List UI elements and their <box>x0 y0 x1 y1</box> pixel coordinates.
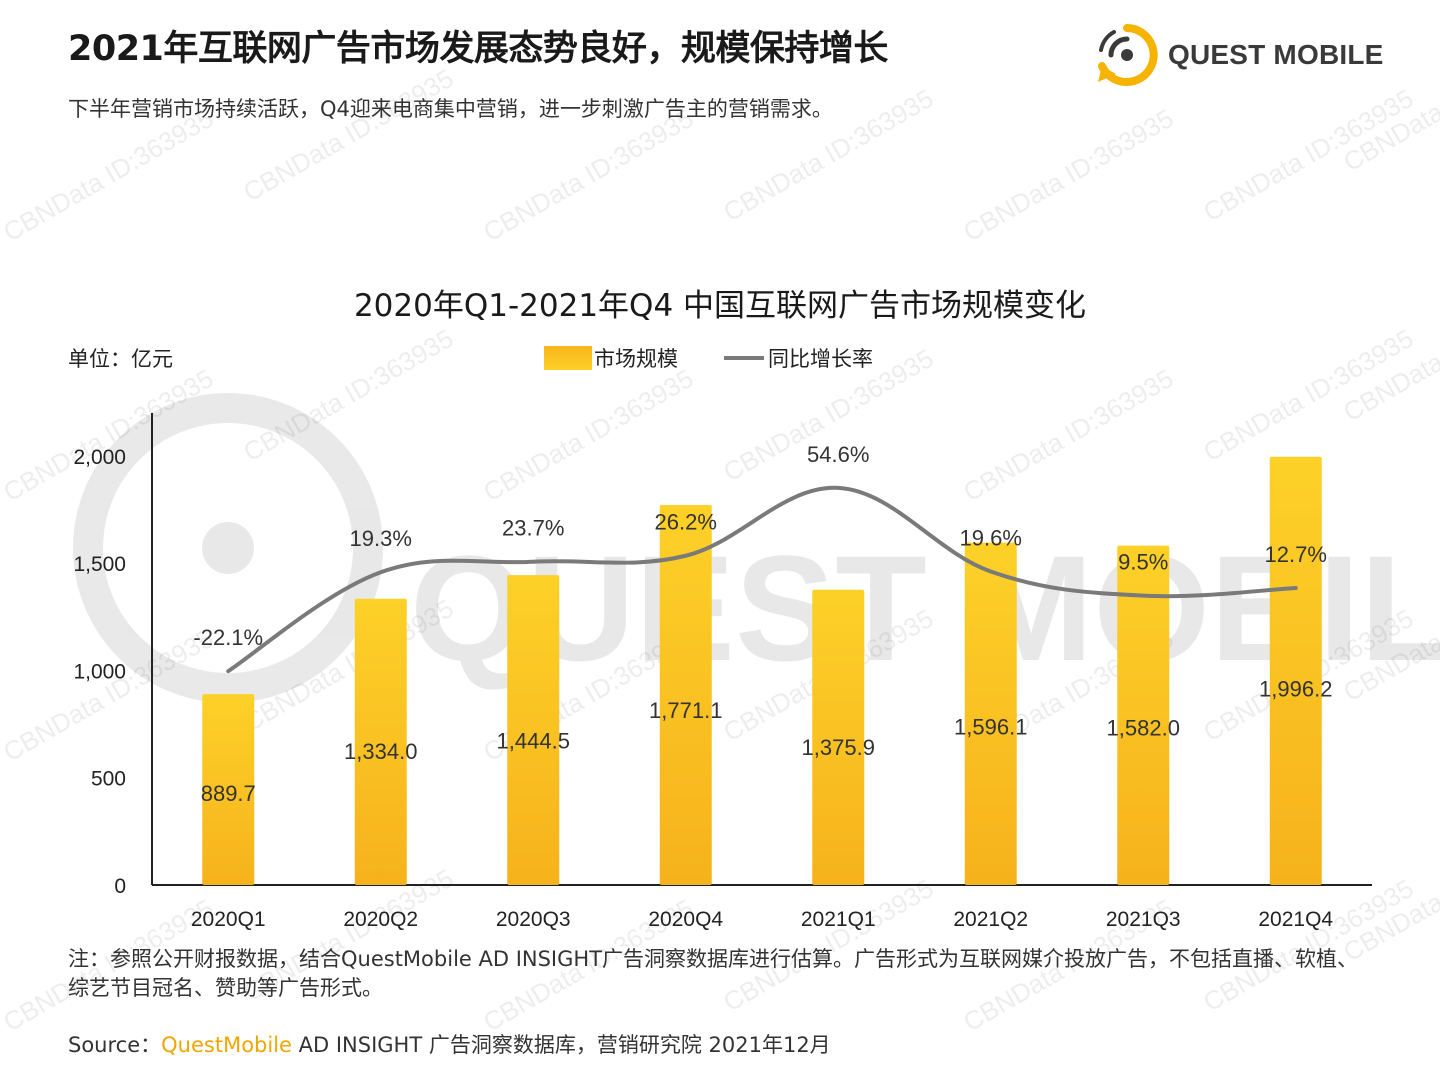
line-value-label: 19.6% <box>960 526 1022 551</box>
page-subtitle: 下半年营销市场持续活跃，Q4迎来电商集中营销，进一步刺激广告主的营销需求。 <box>68 97 833 121</box>
y-tick-label: 1,000 <box>73 660 126 683</box>
line-value-label: -22.1% <box>193 625 263 650</box>
line-value-label: 26.2% <box>655 510 717 535</box>
legend-bar-label: 市场规模 <box>594 347 678 371</box>
legend-line-label: 同比增长率 <box>768 347 873 371</box>
bar-value-label: 889.7 <box>201 781 256 806</box>
chart-legend: 市场规模 同比增长率 <box>544 343 873 373</box>
logo-text: QUEST MOBILE <box>1168 39 1384 70</box>
line-value-label: 54.6% <box>807 442 869 467</box>
bar <box>964 542 1017 885</box>
bar <box>1269 456 1322 885</box>
bar <box>507 575 560 885</box>
footnote: 注：参照公开财报数据，结合QuestMobile AD INSIGHT广告洞察数… <box>68 947 1359 1000</box>
y-tick-label: 0 <box>114 875 126 898</box>
line-value-label: 12.7% <box>1265 542 1327 567</box>
source-line: Source：QuestMobile AD INSIGHT 广告洞察数据库，营销… <box>68 1029 831 1059</box>
bar-value-label: 1,771.1 <box>649 698 722 723</box>
line-value-label: 9.5% <box>1118 550 1168 575</box>
svg-text:QUEST MOBILE: QUEST MOBILE <box>410 524 1440 692</box>
bar <box>659 505 712 885</box>
page-title: 2021年互联网广告市场发展态势良好，规模保持增长 <box>68 29 888 69</box>
x-tick-label: 2021Q2 <box>953 908 1028 931</box>
source-brand: QuestMobile <box>161 1033 292 1057</box>
x-tick-label: 2020Q4 <box>648 908 723 931</box>
chart-title: 2020年Q1-2021年Q4 中国互联网广告市场规模变化 <box>353 288 1087 324</box>
growth-rate-line <box>226 485 1298 674</box>
x-tick-label: 2021Q4 <box>1258 908 1333 931</box>
y-tick-label: 1,500 <box>73 553 126 576</box>
bar-value-label: 1,582.0 <box>1107 716 1180 741</box>
bar <box>202 694 255 885</box>
bar-value-label: 1,375.9 <box>802 735 875 760</box>
legend-line-swatch <box>724 356 764 360</box>
bar-value-label: 1,444.5 <box>497 729 570 754</box>
y-tick-label: 500 <box>91 768 126 791</box>
logo-icon <box>1098 24 1158 86</box>
bar <box>1117 545 1170 885</box>
bar <box>812 589 865 885</box>
line-value-label: 23.7% <box>502 516 564 541</box>
legend-bar-swatch <box>544 346 592 370</box>
x-tick-label: 2021Q3 <box>1106 908 1181 931</box>
y-tick-label: 2,000 <box>73 446 126 469</box>
background-logo-watermark: QUEST MOBILE <box>73 393 1440 703</box>
quest-mobile-logo: QUEST MOBILE <box>1092 22 1384 88</box>
x-tick-label: 2020Q2 <box>343 908 418 931</box>
line-value-label: 19.3% <box>350 526 412 551</box>
bar-value-label: 1,596.1 <box>954 714 1027 739</box>
source-rest: AD INSIGHT 广告洞察数据库，营销研究院 2021年12月 <box>291 1033 831 1057</box>
bar-value-label: 1,996.2 <box>1259 677 1332 702</box>
x-tick-label: 2020Q3 <box>496 908 571 931</box>
bar-value-label: 1,334.0 <box>344 739 417 764</box>
source-prefix: Source： <box>68 1033 162 1057</box>
x-tick-label: 2021Q1 <box>801 908 876 931</box>
bar <box>354 598 407 885</box>
x-tick-label: 2020Q1 <box>191 908 266 931</box>
unit-label: 单位：亿元 <box>68 347 173 371</box>
